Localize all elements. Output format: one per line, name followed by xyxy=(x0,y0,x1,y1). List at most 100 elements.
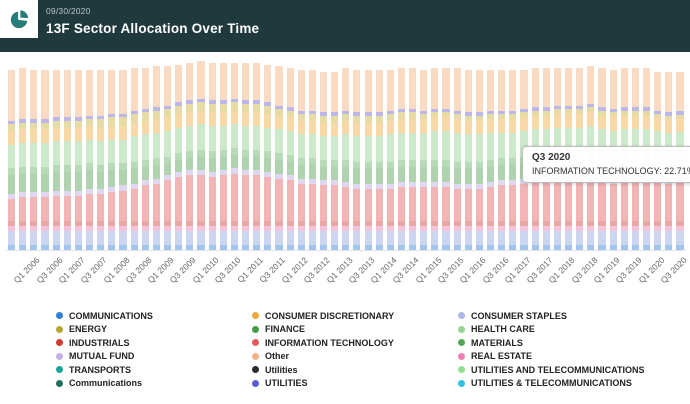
chart-bar[interactable] xyxy=(307,58,318,250)
chart-bar[interactable] xyxy=(62,58,73,250)
chart-bar[interactable] xyxy=(463,58,474,250)
legend-item[interactable]: COMMUNICATIONS xyxy=(56,309,252,323)
bar-segment xyxy=(587,221,595,227)
legend-item[interactable]: MATERIALS xyxy=(458,336,688,350)
bar-segment xyxy=(8,226,16,232)
chart-bar[interactable] xyxy=(285,58,296,250)
chart-bar[interactable] xyxy=(440,58,451,250)
legend-item[interactable]: HEALTH CARE xyxy=(458,323,688,337)
chart-bar[interactable] xyxy=(363,58,374,250)
legend-item[interactable]: Utilities xyxy=(252,363,458,377)
chart-bar[interactable] xyxy=(6,58,17,250)
legend-item[interactable]: TRANSPORTS xyxy=(56,363,252,377)
bar-segment xyxy=(197,244,205,250)
chart-bar[interactable] xyxy=(151,58,162,250)
bar-segment xyxy=(108,114,116,118)
chart-bar[interactable] xyxy=(162,58,173,250)
legend-item[interactable]: Other xyxy=(252,350,458,364)
chart-bar[interactable] xyxy=(129,58,140,250)
chart-bar[interactable] xyxy=(218,58,229,250)
chart-bar[interactable] xyxy=(95,58,106,250)
legend-item[interactable]: UTILITIES xyxy=(252,377,458,391)
bar-segment xyxy=(186,112,194,126)
bar-segment xyxy=(175,171,183,177)
bar-segment xyxy=(163,156,172,164)
bar-segment xyxy=(520,244,528,250)
chart-bar[interactable] xyxy=(452,58,463,250)
chart-bar[interactable] xyxy=(374,58,385,250)
chart-bar[interactable] xyxy=(106,58,117,250)
bar-segment xyxy=(665,221,673,227)
bar-segment xyxy=(475,188,484,222)
legend-item[interactable]: ENERGY xyxy=(56,323,252,337)
chart-bar[interactable] xyxy=(229,58,240,250)
chart-bar[interactable] xyxy=(262,58,273,250)
bar-segment xyxy=(654,221,662,227)
chart-bar[interactable] xyxy=(507,58,518,250)
chart-bar[interactable] xyxy=(485,58,496,250)
chart-bar[interactable] xyxy=(184,58,195,250)
bar-segment xyxy=(97,244,105,250)
chart-bar[interactable] xyxy=(429,58,440,250)
chart-bar[interactable] xyxy=(28,58,39,250)
legend-item[interactable]: Communications xyxy=(56,377,252,391)
chart-bar[interactable] xyxy=(418,58,429,250)
chart-bar[interactable] xyxy=(251,58,262,250)
chart-bar[interactable] xyxy=(195,58,206,250)
chart-bar[interactable] xyxy=(173,58,184,250)
chart-bar[interactable] xyxy=(396,58,407,250)
chart-bar[interactable] xyxy=(474,58,485,250)
chart-bar[interactable] xyxy=(340,58,351,250)
chart-bar[interactable] xyxy=(496,58,507,250)
chart-bar[interactable] xyxy=(240,58,251,250)
bar-segment xyxy=(431,244,439,250)
chart-bar[interactable] xyxy=(51,58,62,250)
chart-bar[interactable] xyxy=(140,58,151,250)
bar-segment xyxy=(19,166,27,174)
bar-segment xyxy=(19,119,27,123)
legend-item[interactable]: UTILITIES & TELECOMMUNICATIONS xyxy=(458,377,688,391)
bar-segment xyxy=(553,180,562,222)
chart-bar[interactable] xyxy=(17,58,28,250)
bar-segment xyxy=(230,244,238,250)
legend-item[interactable]: FINANCE xyxy=(252,323,458,337)
bar-segment xyxy=(475,161,484,169)
legend-item[interactable]: MUTUAL FUND xyxy=(56,350,252,364)
bar-segment xyxy=(163,105,172,109)
bar-segment xyxy=(197,61,205,99)
bar-segment xyxy=(19,68,27,120)
legend-item[interactable]: INFORMATION TECHNOLOGY xyxy=(252,336,458,350)
bar-segment xyxy=(331,122,339,137)
chart-bar[interactable] xyxy=(39,58,50,250)
chart-bar[interactable] xyxy=(207,58,218,250)
chart-bar[interactable] xyxy=(329,58,340,250)
chart-bar[interactable] xyxy=(318,58,329,250)
chart-bar[interactable] xyxy=(385,58,396,250)
chart-bar[interactable] xyxy=(273,58,284,250)
legend-item[interactable]: CONSUMER DISCRETIONARY xyxy=(252,309,458,323)
legend-item[interactable]: INDUSTRIALS xyxy=(56,336,252,350)
bar-segment xyxy=(275,244,283,250)
bar-segment xyxy=(487,182,495,188)
chart-bar[interactable] xyxy=(117,58,128,250)
bar-segment xyxy=(364,168,372,184)
legend-item[interactable]: REAL ESTATE xyxy=(458,350,688,364)
chart-bar[interactable] xyxy=(73,58,84,250)
chart-bar[interactable] xyxy=(296,58,307,250)
chart-bar[interactable] xyxy=(351,58,362,250)
legend-item[interactable]: UTILITIES AND TELECOMMUNICATIONS xyxy=(458,363,688,377)
bar-segment xyxy=(654,244,662,250)
bar-segment xyxy=(319,112,328,116)
bar-segment xyxy=(353,112,361,116)
bar-segment xyxy=(353,168,361,184)
bar-segment xyxy=(442,108,450,113)
bar-segment xyxy=(475,120,484,135)
bar-segment xyxy=(453,110,461,115)
bar-segment xyxy=(420,226,428,232)
bar-segment xyxy=(19,142,27,167)
chart-bar[interactable] xyxy=(407,58,418,250)
legend-item[interactable]: CONSUMER STAPLES xyxy=(458,309,688,323)
bar-segment xyxy=(464,231,472,245)
bar-segment xyxy=(364,69,372,113)
chart-bar[interactable] xyxy=(84,58,95,250)
